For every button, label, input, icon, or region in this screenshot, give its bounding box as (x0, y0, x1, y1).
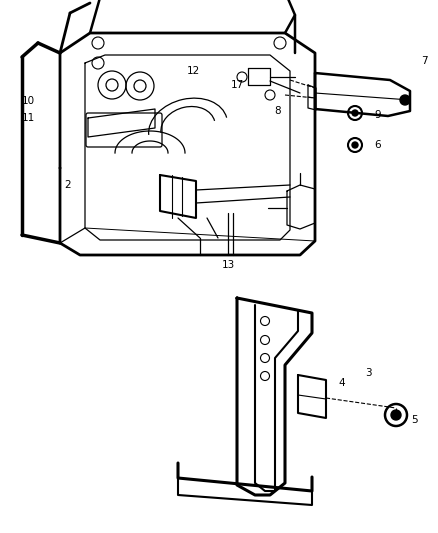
Text: 12: 12 (187, 66, 200, 76)
Text: 13: 13 (221, 260, 235, 270)
Circle shape (400, 95, 410, 105)
Circle shape (391, 410, 401, 420)
Text: 5: 5 (412, 415, 418, 425)
Text: 9: 9 (374, 110, 381, 120)
Circle shape (352, 142, 358, 148)
Circle shape (352, 110, 358, 116)
Text: 6: 6 (374, 140, 381, 150)
Text: 17: 17 (230, 80, 244, 90)
Text: 11: 11 (21, 113, 35, 123)
Text: 3: 3 (365, 368, 371, 378)
Text: 4: 4 (339, 378, 345, 388)
Text: 7: 7 (420, 56, 427, 66)
Text: 2: 2 (65, 180, 71, 190)
Text: 10: 10 (21, 96, 35, 106)
Text: 8: 8 (275, 106, 281, 116)
